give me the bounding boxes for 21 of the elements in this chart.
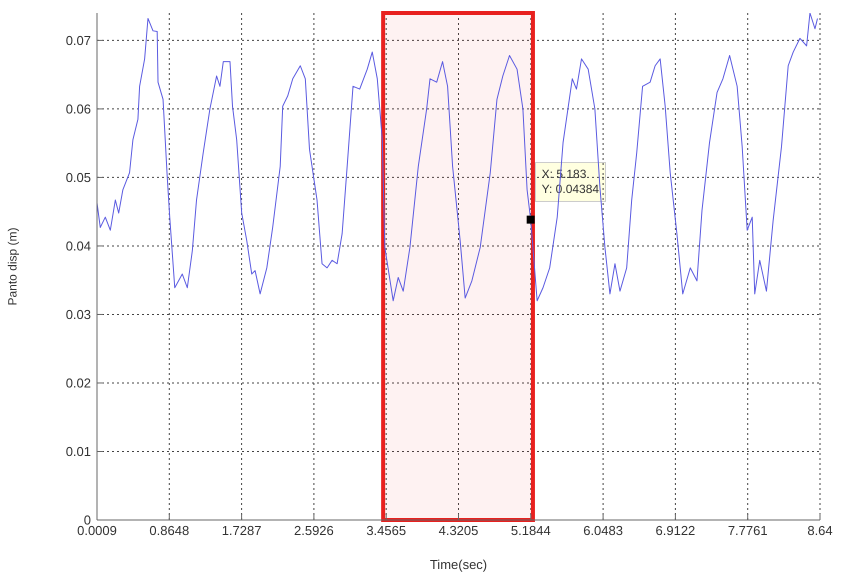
y-tick-label: 0.05	[66, 170, 91, 186]
y-tick-label: 0.07	[66, 33, 91, 48]
y-tick-label: 0.04	[66, 238, 91, 254]
y-axis-title: Panto disp (m)	[5, 227, 20, 306]
x-tick-label: 4.3205	[438, 523, 478, 538]
x-tick-label: 5.1844	[510, 523, 551, 538]
y-tick-label: 0.02	[66, 376, 91, 391]
x-tick-label: 6.9122	[656, 523, 696, 538]
x-axis-title: Time(sec)	[430, 557, 488, 572]
x-tick-label: 0.0009	[77, 523, 117, 538]
y-tick-label: 0.01	[66, 444, 91, 460]
x-tick-label: 0.8648	[149, 523, 190, 538]
y-tick-label: 0.03	[66, 307, 91, 322]
x-tick-label: 1.7287	[222, 523, 262, 538]
x-tick-label: 2.5926	[294, 523, 334, 538]
x-tick-label: 3.4565	[366, 523, 406, 538]
x-tick-label: 7.7761	[728, 523, 768, 538]
x-tick-label: 8.64	[807, 523, 833, 538]
y-tick-label: 0.06	[66, 102, 91, 117]
line-series	[97, 13, 818, 302]
x-tick-label: 6.0483	[583, 523, 623, 538]
